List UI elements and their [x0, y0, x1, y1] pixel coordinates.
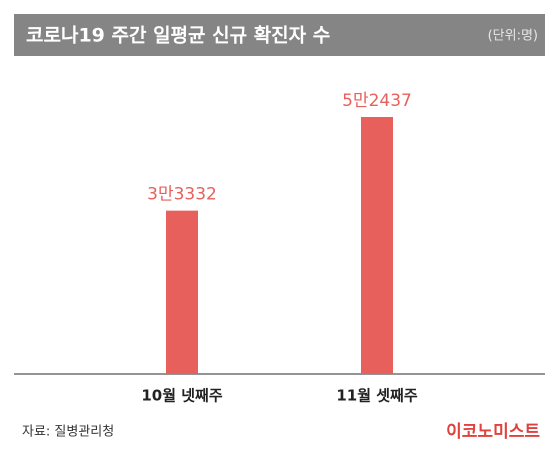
value-label: 5만2437 [342, 91, 412, 111]
chart-title: 코로나19 주간 일평균 신규 확진자 수 [26, 24, 330, 47]
logo: 이코노미스트 [446, 422, 540, 442]
bar [166, 210, 198, 374]
value-label: 3만3332 [147, 185, 217, 205]
unit: (단위:명) [488, 29, 538, 44]
x-tick-label: 11월 셋째주 [336, 387, 417, 405]
source: 자료: 질병관리청 [22, 425, 114, 440]
title-bar [14, 14, 545, 56]
x-tick-label: 10월 넷째주 [141, 387, 222, 405]
bar [361, 117, 393, 374]
